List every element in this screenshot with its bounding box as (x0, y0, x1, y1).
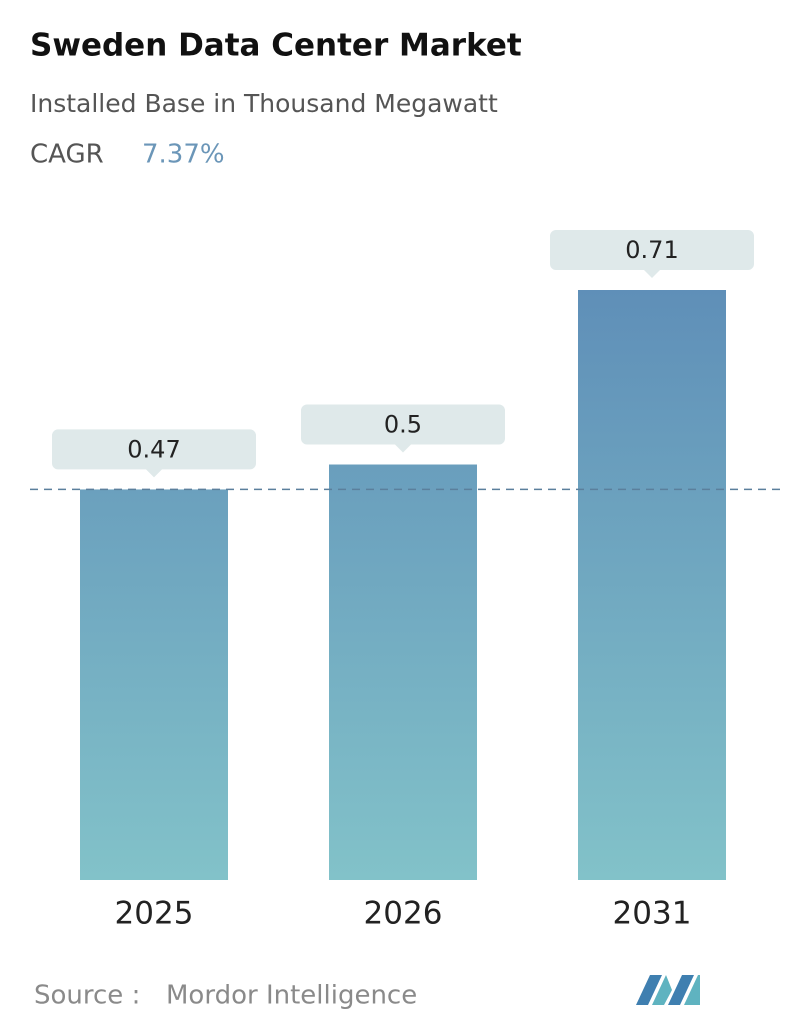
data-label-box (52, 429, 256, 478)
logo (636, 975, 700, 1005)
cagr-value: 7.37% (142, 140, 225, 170)
source-label: Source : (34, 981, 140, 1011)
data-label: 0.71 (625, 236, 678, 264)
bar (329, 464, 477, 880)
data-label: 0.47 (127, 435, 180, 463)
data-label-box (550, 230, 754, 278)
x-tick-label: 2026 (364, 896, 443, 932)
source: Mordor Intelligence (166, 981, 417, 1011)
x-tick-label: 2031 (613, 896, 692, 932)
x-tick-label: 2025 (115, 896, 194, 932)
chart-title: Sweden Data Center Market (30, 28, 522, 64)
chart-subtitle: Installed Base in Thousand Megawatt (30, 89, 498, 118)
data-label: 0.5 (384, 411, 422, 439)
data-label-box (301, 404, 505, 453)
cagr-label: CAGR (30, 140, 104, 170)
bar (578, 290, 726, 880)
bar (80, 489, 228, 880)
plot-area: 2025 0.47 2026 0.5 2031 0.71 (30, 230, 780, 932)
